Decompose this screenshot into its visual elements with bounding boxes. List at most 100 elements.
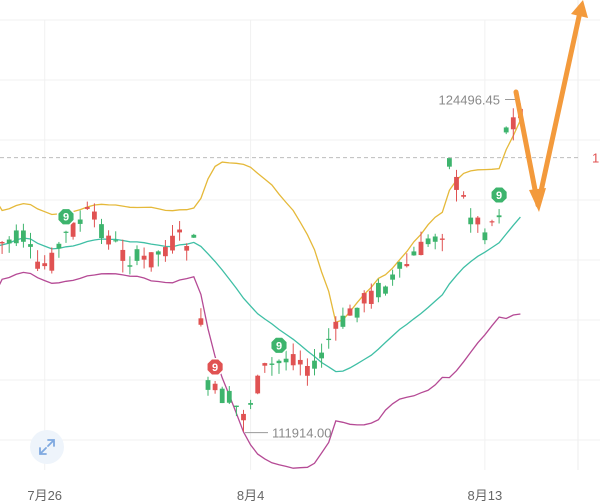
candle [177, 221, 182, 241]
candle-body [205, 380, 211, 390]
candle [35, 250, 40, 272]
candle-body [21, 230, 26, 242]
candle [290, 343, 296, 371]
expand-icon [39, 439, 55, 455]
signal-badge: 9 [56, 207, 76, 226]
x-tick-label: 7月26 [27, 488, 62, 502]
candle-body [248, 403, 253, 405]
candle-body [170, 235, 175, 251]
signal-badge: 9 [269, 336, 289, 355]
candle [21, 223, 26, 248]
candle-body [489, 221, 495, 223]
candle-body [432, 236, 438, 242]
candle-body [383, 286, 388, 294]
candle-body [56, 243, 62, 249]
candle [56, 241, 62, 258]
candle-body [134, 249, 140, 261]
candle-body [340, 315, 346, 327]
candle [219, 386, 225, 404]
candle-body [255, 375, 261, 394]
candle-body [141, 255, 147, 260]
candle [92, 203, 97, 228]
candle [226, 386, 232, 405]
signal-badge-label: 9 [63, 212, 69, 224]
candle [127, 256, 133, 275]
candle-body [319, 352, 324, 359]
candle [163, 239, 168, 262]
candle-body [155, 251, 161, 255]
candle-body [120, 249, 126, 261]
candle [447, 157, 452, 170]
candle [255, 374, 261, 395]
candle [99, 218, 104, 244]
signal-badge-shape [269, 336, 289, 355]
candle [6, 236, 12, 253]
candle [141, 247, 147, 269]
candle-body [333, 321, 339, 329]
candle [432, 233, 438, 250]
candle [354, 307, 360, 323]
forecast-arrow-head-up [571, 0, 588, 18]
x-tick-label: 8月13 [468, 488, 503, 502]
candle [134, 245, 140, 266]
candle [283, 347, 289, 371]
current-price-label: 1 [592, 151, 599, 166]
candle [361, 290, 367, 313]
candle-body [28, 244, 33, 247]
candle [411, 246, 417, 256]
candle-body [297, 359, 303, 365]
candle [106, 230, 111, 250]
signal-badge-label: 9 [212, 362, 218, 374]
candle [368, 283, 374, 309]
candle-body [354, 307, 360, 318]
candle-body [305, 365, 310, 376]
candle-body [276, 360, 282, 364]
signal-badge-label: 9 [276, 340, 282, 352]
candle [212, 380, 218, 394]
bollinger-lower-line [0, 271, 521, 469]
candle-body [42, 263, 48, 267]
candle-body [241, 413, 246, 421]
candle-body [347, 308, 353, 316]
candle [482, 228, 488, 245]
signal-badge-label: 9 [496, 190, 502, 202]
candle-body [361, 293, 367, 304]
candle [262, 362, 268, 373]
candle-body [113, 240, 119, 242]
expand-chart-button[interactable] [30, 430, 64, 464]
candle [155, 250, 161, 267]
candle [63, 230, 69, 243]
high-price-label: 124496.45 [439, 93, 500, 108]
candle-body [191, 234, 197, 238]
candle [461, 191, 466, 199]
candle [496, 209, 502, 224]
candle [510, 108, 516, 141]
candle [390, 269, 395, 286]
candle-body [77, 219, 83, 224]
signal-badge: 9 [490, 185, 509, 205]
candle [0, 241, 5, 254]
candle-body [312, 360, 317, 369]
candle [347, 304, 353, 316]
candle-body [6, 239, 12, 244]
candle [326, 328, 332, 349]
candle-body [290, 354, 296, 366]
candle [248, 399, 253, 410]
candle-body [127, 265, 133, 267]
x-tick-label: 8月4 [237, 488, 264, 502]
candle [397, 261, 403, 278]
candle [376, 278, 381, 303]
candle-body [397, 262, 403, 269]
candle [234, 405, 239, 417]
candle-body [198, 318, 204, 325]
candle-body [411, 251, 417, 256]
candle [319, 343, 324, 368]
candle-body [262, 363, 268, 366]
candle-body [92, 211, 97, 220]
candle-body [177, 229, 182, 233]
candle-body [234, 405, 239, 408]
candle [425, 234, 431, 247]
candle-body [269, 363, 275, 365]
chart-overlay: 1 124496.45 111914.00 9 9 9 9 [0, 0, 599, 441]
